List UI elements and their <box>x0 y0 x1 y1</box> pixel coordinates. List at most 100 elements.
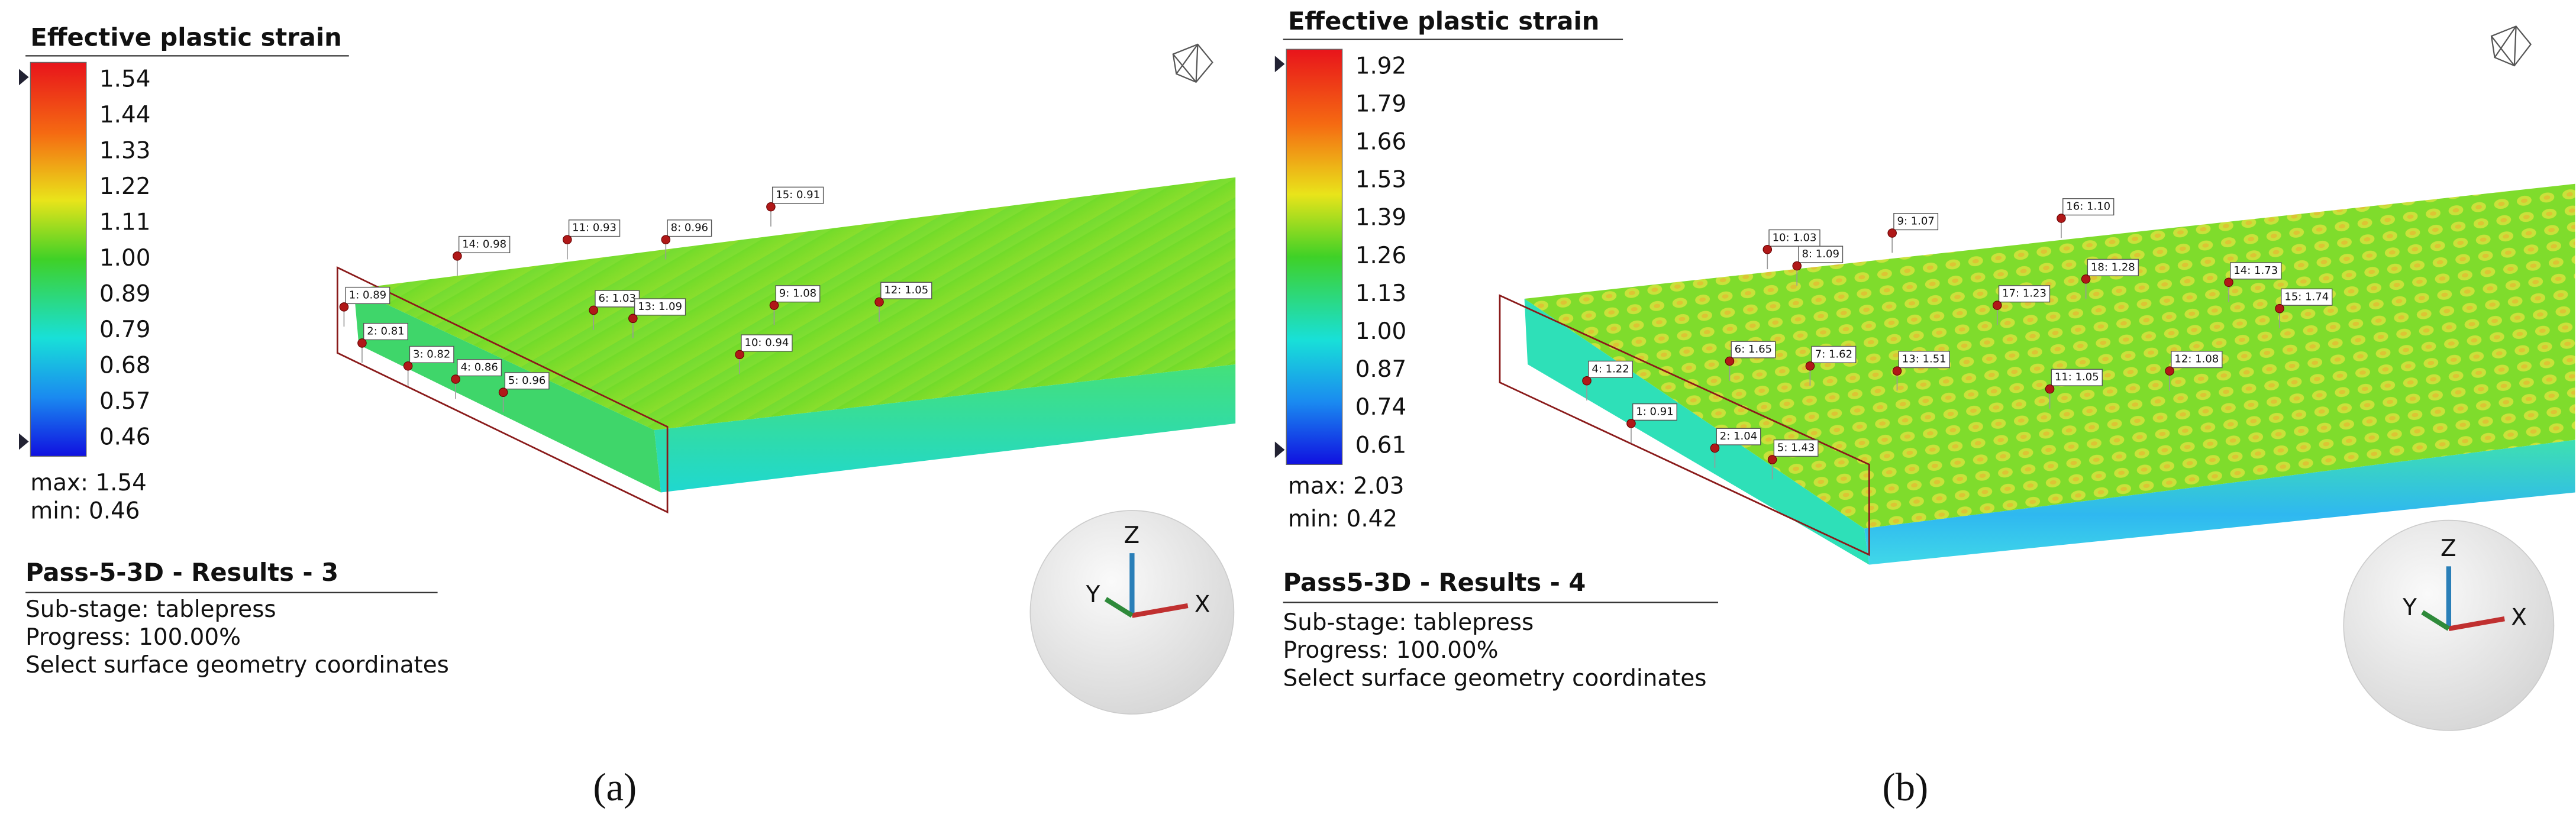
scale-label: 1.13 <box>1355 280 1406 307</box>
probe-box <box>1632 403 1677 421</box>
probe: 16: 1.10 <box>2057 198 2115 238</box>
probe-box <box>2171 351 2223 369</box>
probe-label: 13: 1.51 <box>1902 353 1946 366</box>
probe-point <box>1887 228 1897 238</box>
legend-title: Effective plastic strain <box>1288 7 1599 35</box>
probe-label: 11: 0.93 <box>572 222 616 234</box>
probe-box <box>741 334 793 352</box>
probe-point <box>2057 214 2066 223</box>
probe-point <box>1805 361 1815 371</box>
min-label: min: 0.46 <box>30 497 140 524</box>
probe-box <box>1716 428 1761 445</box>
min-label: min: 0.42 <box>1288 506 1397 532</box>
probe-label: 8: 0.96 <box>671 222 708 234</box>
probe-box <box>2087 258 2139 276</box>
probe-label: 16: 1.10 <box>2066 201 2110 213</box>
probe: 5: 1.43 <box>1767 439 1819 480</box>
probe: 9: 1.08 <box>769 285 821 325</box>
hint: Select surface geometry coordinates <box>1283 665 1707 691</box>
probe-label: 13: 1.09 <box>638 300 682 313</box>
probe-box <box>1731 341 1776 358</box>
probe-label: 1: 0.89 <box>349 289 386 301</box>
probe-label: 14: 0.98 <box>462 238 506 250</box>
scale-label: 0.57 <box>99 388 150 415</box>
probe-box <box>457 359 502 377</box>
probe: 18: 1.28 <box>2081 258 2139 299</box>
scale-label: 1.26 <box>1355 243 1406 269</box>
probe-label: 18: 1.28 <box>2091 261 2135 273</box>
probe-label: 8: 1.09 <box>1802 248 1839 260</box>
probe-box <box>1773 439 1819 457</box>
probe-point <box>2045 384 2055 394</box>
probe-box <box>345 286 390 305</box>
probe-label: 12: 1.05 <box>884 284 928 296</box>
probe-point <box>1725 356 1735 366</box>
axis-label-y: Y <box>2402 594 2417 621</box>
scale-label: 1.00 <box>99 245 150 272</box>
probe-point <box>1710 443 1720 453</box>
probe-box <box>1588 360 1633 378</box>
axis-y <box>2421 610 2451 631</box>
probe-point <box>563 235 572 244</box>
color-bar <box>1286 49 1343 465</box>
probe-point <box>766 202 776 212</box>
probe: 6: 1.65 <box>1725 341 1776 381</box>
probe: 2: 0.81 <box>357 322 408 363</box>
probe: 14: 1.73 <box>2224 262 2282 302</box>
probe-label: 6: 1.65 <box>1735 343 1772 356</box>
legend-title: Effective plastic strain <box>30 23 341 52</box>
probe-point <box>1762 245 1773 254</box>
probe-point <box>874 297 884 307</box>
scale-label: 1.53 <box>1355 167 1406 193</box>
probe-box <box>595 290 640 308</box>
substage: Sub-stage: tablepress <box>25 596 276 623</box>
probe-point <box>403 361 413 371</box>
probe: 3: 0.82 <box>403 345 454 386</box>
range-marker <box>1274 56 1285 73</box>
result-title: Pass-5-3D - Results - 3 <box>25 558 338 587</box>
scale-label: 1.00 <box>1355 318 1406 345</box>
probe-box <box>2051 369 2103 386</box>
scale-label: 0.68 <box>99 352 150 379</box>
probe-box <box>1798 245 1844 263</box>
probe-box <box>634 298 686 316</box>
max-label: max: 2.03 <box>1288 473 1404 500</box>
scale-label: 1.39 <box>1355 205 1406 231</box>
substage: Sub-stage: tablepress <box>1283 609 1534 636</box>
probe-point <box>735 350 744 360</box>
scale-label: 1.79 <box>1355 91 1406 117</box>
caption: (b) <box>1883 766 1929 809</box>
probe: 13: 1.51 <box>1892 351 1950 391</box>
axis-y <box>1104 597 1134 618</box>
result-title: Pass5-3D - Results - 4 <box>1283 568 1586 597</box>
probe-point <box>2224 277 2233 287</box>
probe-box <box>1998 285 2051 303</box>
probe-point <box>498 387 508 397</box>
probe-point <box>451 374 460 384</box>
probe-label: 1: 0.91 <box>1636 406 1673 418</box>
probe: 1: 0.89 <box>339 286 390 327</box>
scale-label: 1.54 <box>99 66 150 92</box>
probe-point <box>661 235 671 244</box>
probe-label: 4: 0.86 <box>460 361 498 374</box>
probe-label: 9: 1.07 <box>1897 215 1934 228</box>
scale-label: 1.92 <box>1355 53 1406 79</box>
probe-box <box>2062 198 2115 216</box>
axis-label-z: Z <box>1124 522 1140 549</box>
probe-box <box>1898 351 1950 369</box>
probe-point <box>453 251 462 261</box>
scale-label: 1.44 <box>99 102 150 128</box>
probe-label: 12: 1.08 <box>2174 353 2219 366</box>
axis-label-y: Y <box>1086 581 1100 608</box>
probe-label: 10: 1.03 <box>1773 231 1817 244</box>
probe: 2: 1.04 <box>1710 428 1761 468</box>
probe-box <box>568 219 621 237</box>
probe-label: 2: 1.04 <box>1720 430 1757 442</box>
probe-point <box>1626 419 1636 428</box>
probe-box <box>1768 229 1820 247</box>
probe-label: 2: 0.81 <box>367 325 404 338</box>
probe: 4: 0.86 <box>451 359 502 399</box>
probe-point <box>1792 261 1802 271</box>
progress: Progress: 100.00% <box>25 624 241 651</box>
